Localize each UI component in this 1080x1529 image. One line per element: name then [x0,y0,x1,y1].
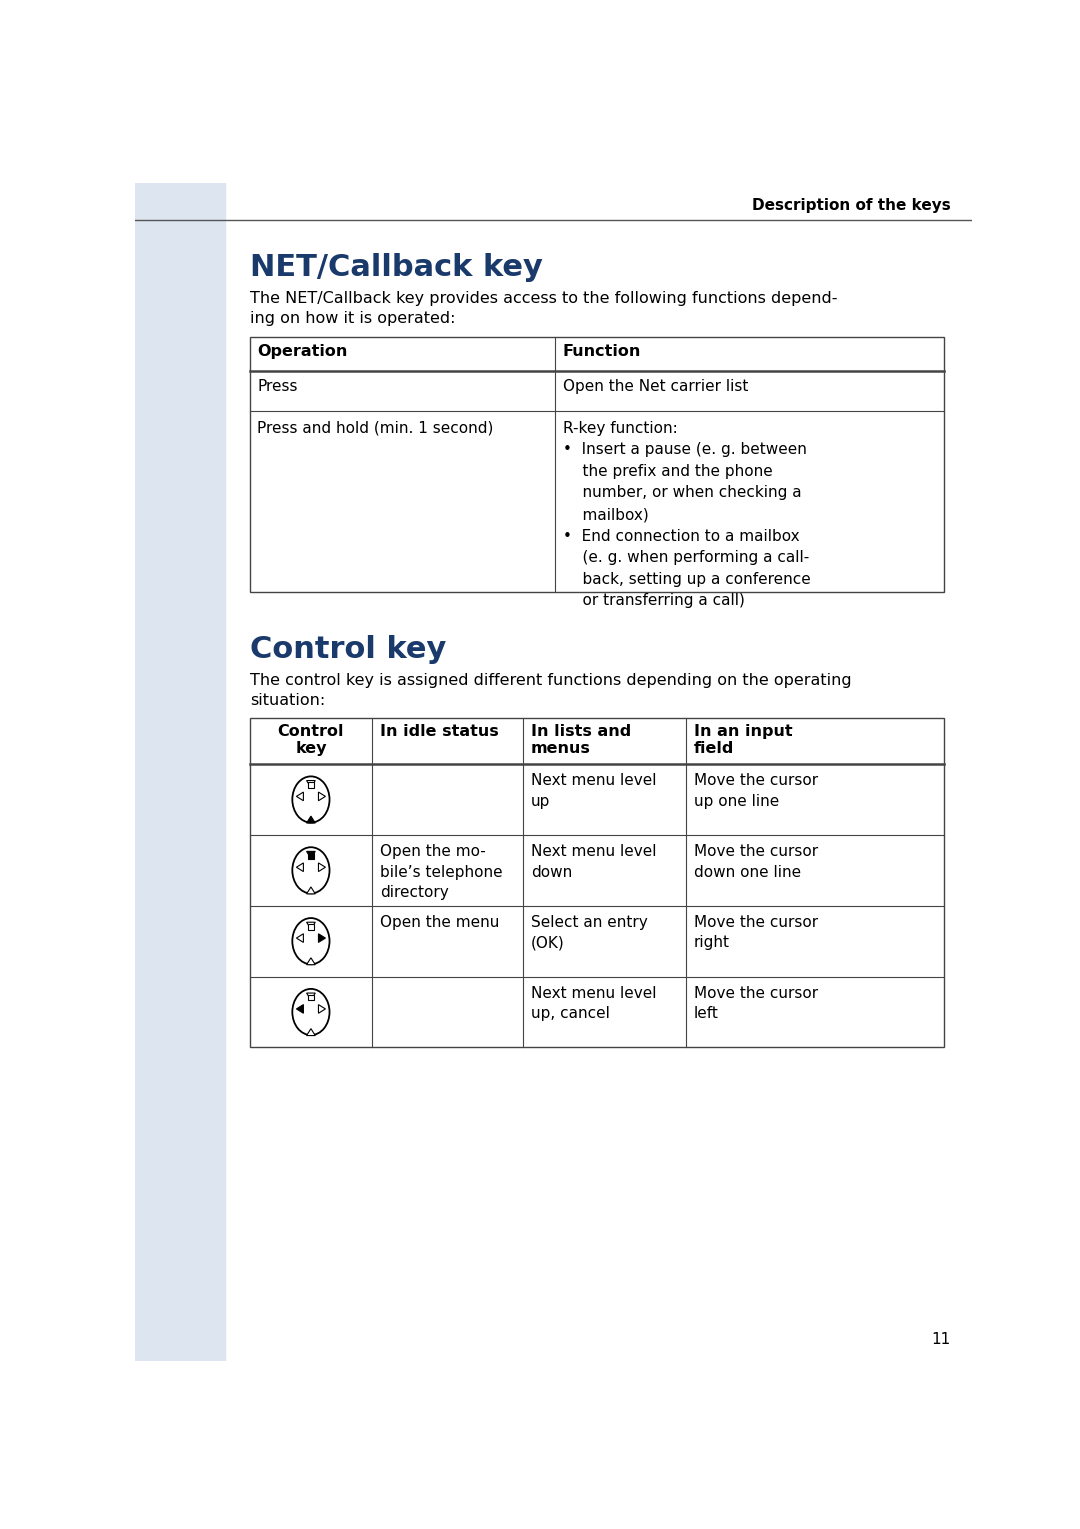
Text: Press and hold (min. 1 second): Press and hold (min. 1 second) [257,420,494,436]
Polygon shape [319,862,325,872]
Text: Next menu level
up, cancel: Next menu level up, cancel [531,986,657,1021]
Text: NET/Callback key: NET/Callback key [249,252,542,281]
Text: Description of the keys: Description of the keys [752,197,950,213]
Text: Next menu level
down: Next menu level down [531,844,657,879]
Text: Function: Function [563,344,642,359]
Polygon shape [296,862,303,872]
Text: Move the cursor
down one line: Move the cursor down one line [693,844,818,879]
Bar [308,924,313,930]
Ellipse shape [293,777,329,823]
Text: Control key: Control key [249,635,446,664]
Ellipse shape [293,989,329,1035]
Text: The control key is assigned different functions depending on the operating
situa: The control key is assigned different fu… [249,673,851,708]
Text: Move the cursor
up one line: Move the cursor up one line [693,774,818,809]
Text: The NET/Callback key provides access to the following functions depend-
ing on h: The NET/Callback key provides access to … [249,292,837,326]
Bar [249,338,944,592]
Polygon shape [296,792,303,801]
Ellipse shape [293,847,329,893]
Bar [249,717,944,1047]
Bar [308,853,313,859]
Bar [308,995,313,1000]
Bar [135,183,225,1361]
Text: Open the Net carrier list: Open the Net carrier list [563,379,748,394]
Ellipse shape [293,917,329,965]
Polygon shape [307,852,315,858]
Polygon shape [307,922,315,930]
Bar [308,783,313,787]
Text: In an input
field: In an input field [693,725,793,757]
Polygon shape [307,887,315,894]
Text: Select an entry
(OK): Select an entry (OK) [531,914,648,951]
Text: Move the cursor
right: Move the cursor right [693,914,818,951]
Text: Open the mo-
bile’s telephone
directory: Open the mo- bile’s telephone directory [380,844,502,901]
Polygon shape [319,792,325,801]
Text: Press: Press [257,379,298,394]
Text: Move the cursor
left: Move the cursor left [693,986,818,1021]
Text: Control
key: Control key [278,725,345,757]
Polygon shape [319,934,325,942]
Text: Operation: Operation [257,344,348,359]
Polygon shape [307,780,315,787]
Text: In idle status: In idle status [380,725,499,739]
Polygon shape [307,957,315,965]
Polygon shape [307,1029,315,1035]
Polygon shape [307,992,315,1000]
Polygon shape [319,1005,325,1014]
Text: R-key function:
•  Insert a pause (e. g. between
    the prefix and the phone
  : R-key function: • Insert a pause (e. g. … [563,420,811,609]
Text: Open the menu: Open the menu [380,914,499,930]
Polygon shape [296,934,303,942]
Text: Next menu level
up: Next menu level up [531,774,657,809]
Text: 11: 11 [931,1332,950,1347]
Polygon shape [307,816,315,823]
Text: In lists and
menus: In lists and menus [531,725,632,757]
Polygon shape [296,1005,303,1014]
